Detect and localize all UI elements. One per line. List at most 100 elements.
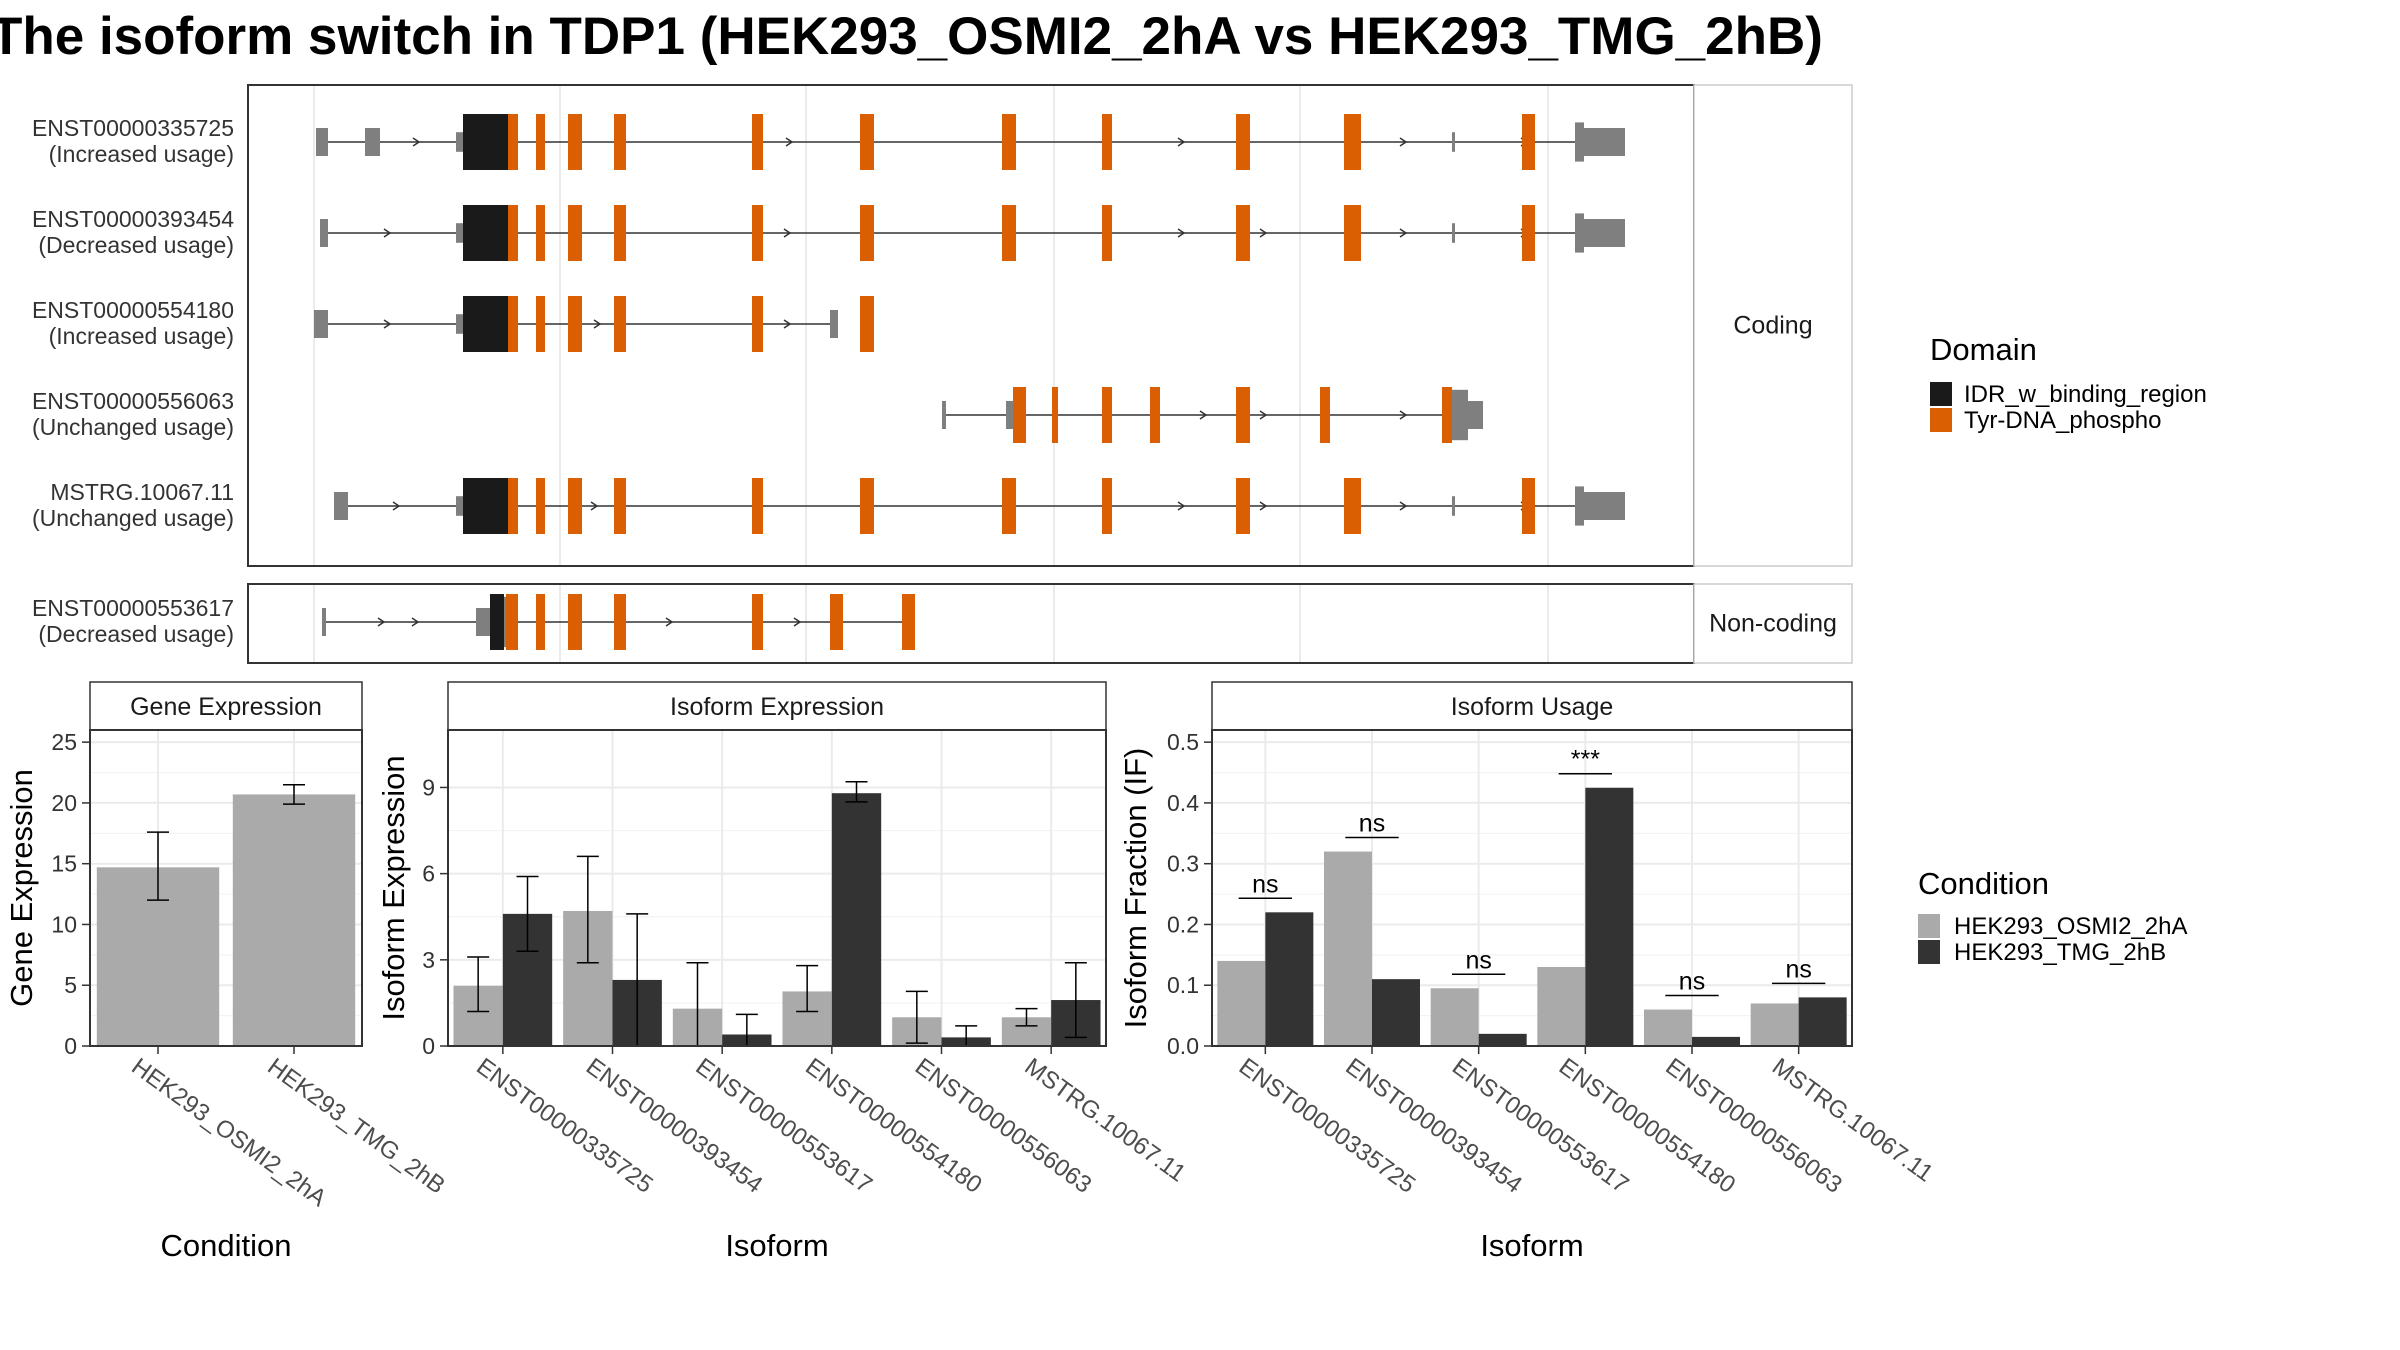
tyr-domain-exon-1-3: [614, 205, 626, 261]
x-tick-label-1: ENST00000393454: [581, 1053, 767, 1199]
transcript-structure-panel: CodingNon-codingENST00000335725(Increase…: [32, 84, 1853, 664]
x-tick-label-3: ENST00000554180: [1554, 1053, 1740, 1199]
tyr-domain-exon-nc-3: [614, 594, 626, 650]
x-tick-label-0: ENST00000335725: [471, 1053, 657, 1199]
bar-0-5: [1750, 1003, 1799, 1046]
panel-strip: [1211, 681, 1853, 731]
y-tick-label-5: 0.5: [1167, 729, 1199, 755]
tyr-domain-exon-nc-4: [752, 594, 763, 650]
tyr-domain-exon-nc-6: [902, 594, 915, 650]
tyr-domain-exon-2-4: [752, 296, 763, 352]
tyr-domain-exon-4-9: [1344, 478, 1361, 534]
bar-1-5: [1798, 997, 1847, 1046]
strand-arrow-4-4: [1399, 501, 1408, 511]
bar-0-3: [1537, 967, 1586, 1046]
significance-label-3: ***: [1571, 746, 1600, 774]
utr-exon-4-2: [1452, 496, 1455, 516]
transcript-usage-label-1: (Decreased usage): [38, 232, 234, 258]
utr-exon-3-2: [1452, 389, 1468, 441]
significance-label-1: ns: [1359, 810, 1385, 838]
tyr-domain-exon-3-1: [1052, 387, 1058, 443]
utr-exon-3-1: [1006, 401, 1013, 429]
strand-arrow-4-1: [590, 501, 599, 511]
tyr-domain-exon-1-9: [1344, 205, 1361, 261]
tyr-domain-exon-4-10: [1522, 478, 1535, 534]
transcript-usage-label-0: (Increased usage): [49, 141, 234, 167]
tyr-domain-exon-1-10: [1522, 205, 1535, 261]
tyr-domain-exon-2-0: [508, 296, 518, 352]
isoform-usage-panel: Isoform Usage ns ns ns *** ns ns 0.0 0.1 0.2 0.3 0.…: [1118, 681, 1938, 1263]
y-tick-label-2: 10: [51, 911, 77, 937]
bar-1-3: [1585, 787, 1634, 1046]
y-tick-label-0: 0: [64, 1033, 77, 1059]
strand-arrow-3-1: [1259, 410, 1268, 420]
tyr-domain-exon-3-6: [1442, 387, 1452, 443]
strand-arrow-2-0: [383, 319, 392, 329]
significance-label-0: ns: [1252, 870, 1278, 898]
y-tick-label-2: 0.2: [1167, 911, 1199, 937]
tyr-domain-exon-4-4: [752, 478, 763, 534]
strand-arrow-4-2: [1177, 501, 1186, 511]
transcript-id-label-nc: ENST00000553617: [32, 595, 234, 621]
transcript-id-label-4: MSTRG.10067.11: [50, 479, 234, 505]
tyr-domain-exon-2-3: [614, 296, 626, 352]
significance-label-5: ns: [1785, 955, 1811, 983]
tyr-domain-exon-4-2: [568, 478, 582, 534]
condition-legend-label-0: HEK293_OSMI2_2hA: [1954, 913, 2187, 940]
significance-label-2: ns: [1465, 946, 1491, 974]
x-tick-label-4: ENST00000556063: [1660, 1053, 1846, 1199]
tyr-domain-exon-1-2: [568, 205, 582, 261]
strand-arrow-1-2: [1177, 228, 1186, 238]
tyr-domain-exon-1-0: [508, 205, 518, 261]
strand-arrow-3-2: [1399, 410, 1408, 420]
tyr-domain-exon-0-8: [1236, 114, 1250, 170]
isoform-expression-panel: Isoform Expression0369ENST00000335725ENS…: [376, 681, 1191, 1263]
utr-exon-1-0: [320, 219, 328, 247]
strand-arrow-0-2: [1177, 137, 1186, 147]
utr-exon-0-0: [316, 128, 328, 156]
tyr-domain-exon-4-3: [614, 478, 626, 534]
utr-exon-0-1: [365, 128, 380, 156]
condition-legend-key-1: [1918, 940, 1940, 964]
y-axis-title: Isoform Fraction (IF): [1118, 748, 1153, 1029]
strand-arrow-0-3: [1399, 137, 1408, 147]
strand-arrow-0-1: [785, 137, 794, 147]
utr-exon-3-3: [1468, 401, 1483, 429]
idr-domain-0-0: [463, 114, 508, 170]
condition-legend-key-0: [1918, 914, 1940, 938]
tyr-domain-exon-0-6: [1002, 114, 1016, 170]
utr-exon-2-1: [456, 314, 463, 334]
y-tick-label-1: 3: [422, 947, 435, 973]
x-axis-title: Isoform: [1480, 1228, 1583, 1263]
panel-border: [89, 729, 363, 1047]
domain-legend-label-1: Tyr-DNA_phospho: [1964, 407, 2161, 434]
tyr-domain-exon-2-5: [860, 296, 874, 352]
coding-strip-label: Coding: [1733, 312, 1812, 340]
y-tick-label-3: 15: [51, 851, 77, 877]
bar-1-2: [1478, 1033, 1527, 1046]
tyr-domain-exon-1-5: [860, 205, 874, 261]
tyr-domain-exon-nc-0: [506, 594, 518, 650]
panel-border: [1211, 729, 1853, 1047]
tyr-domain-exon-0-1: [536, 114, 545, 170]
strand-arrow-nc-1: [411, 617, 420, 627]
tyr-domain-exon-0-7: [1102, 114, 1112, 170]
utr-exon-nc-1: [476, 608, 490, 636]
tyr-domain-exon-1-8: [1236, 205, 1250, 261]
utr-exon-4-0: [334, 492, 348, 520]
panel-strip: [89, 681, 363, 731]
tyr-domain-exon-0-4: [752, 114, 763, 170]
panel-title: Isoform Expression: [670, 693, 884, 721]
tyr-domain-exon-4-6: [1002, 478, 1016, 534]
tyr-domain-exon-0-3: [614, 114, 626, 170]
utr-exon-1-2: [1452, 223, 1455, 243]
significance-label-4: ns: [1679, 968, 1705, 996]
noncoding-strip: [1693, 583, 1853, 664]
strand-arrow-1-3: [1259, 228, 1268, 238]
tyr-domain-exon-0-0: [508, 114, 518, 170]
idr-domain-1-0: [463, 205, 508, 261]
y-tick-label-4: 0.4: [1167, 790, 1199, 816]
strand-arrow-nc-2: [665, 617, 674, 627]
bar-0-1: [232, 794, 356, 1046]
y-tick-label-0: 0.0: [1167, 1033, 1199, 1059]
